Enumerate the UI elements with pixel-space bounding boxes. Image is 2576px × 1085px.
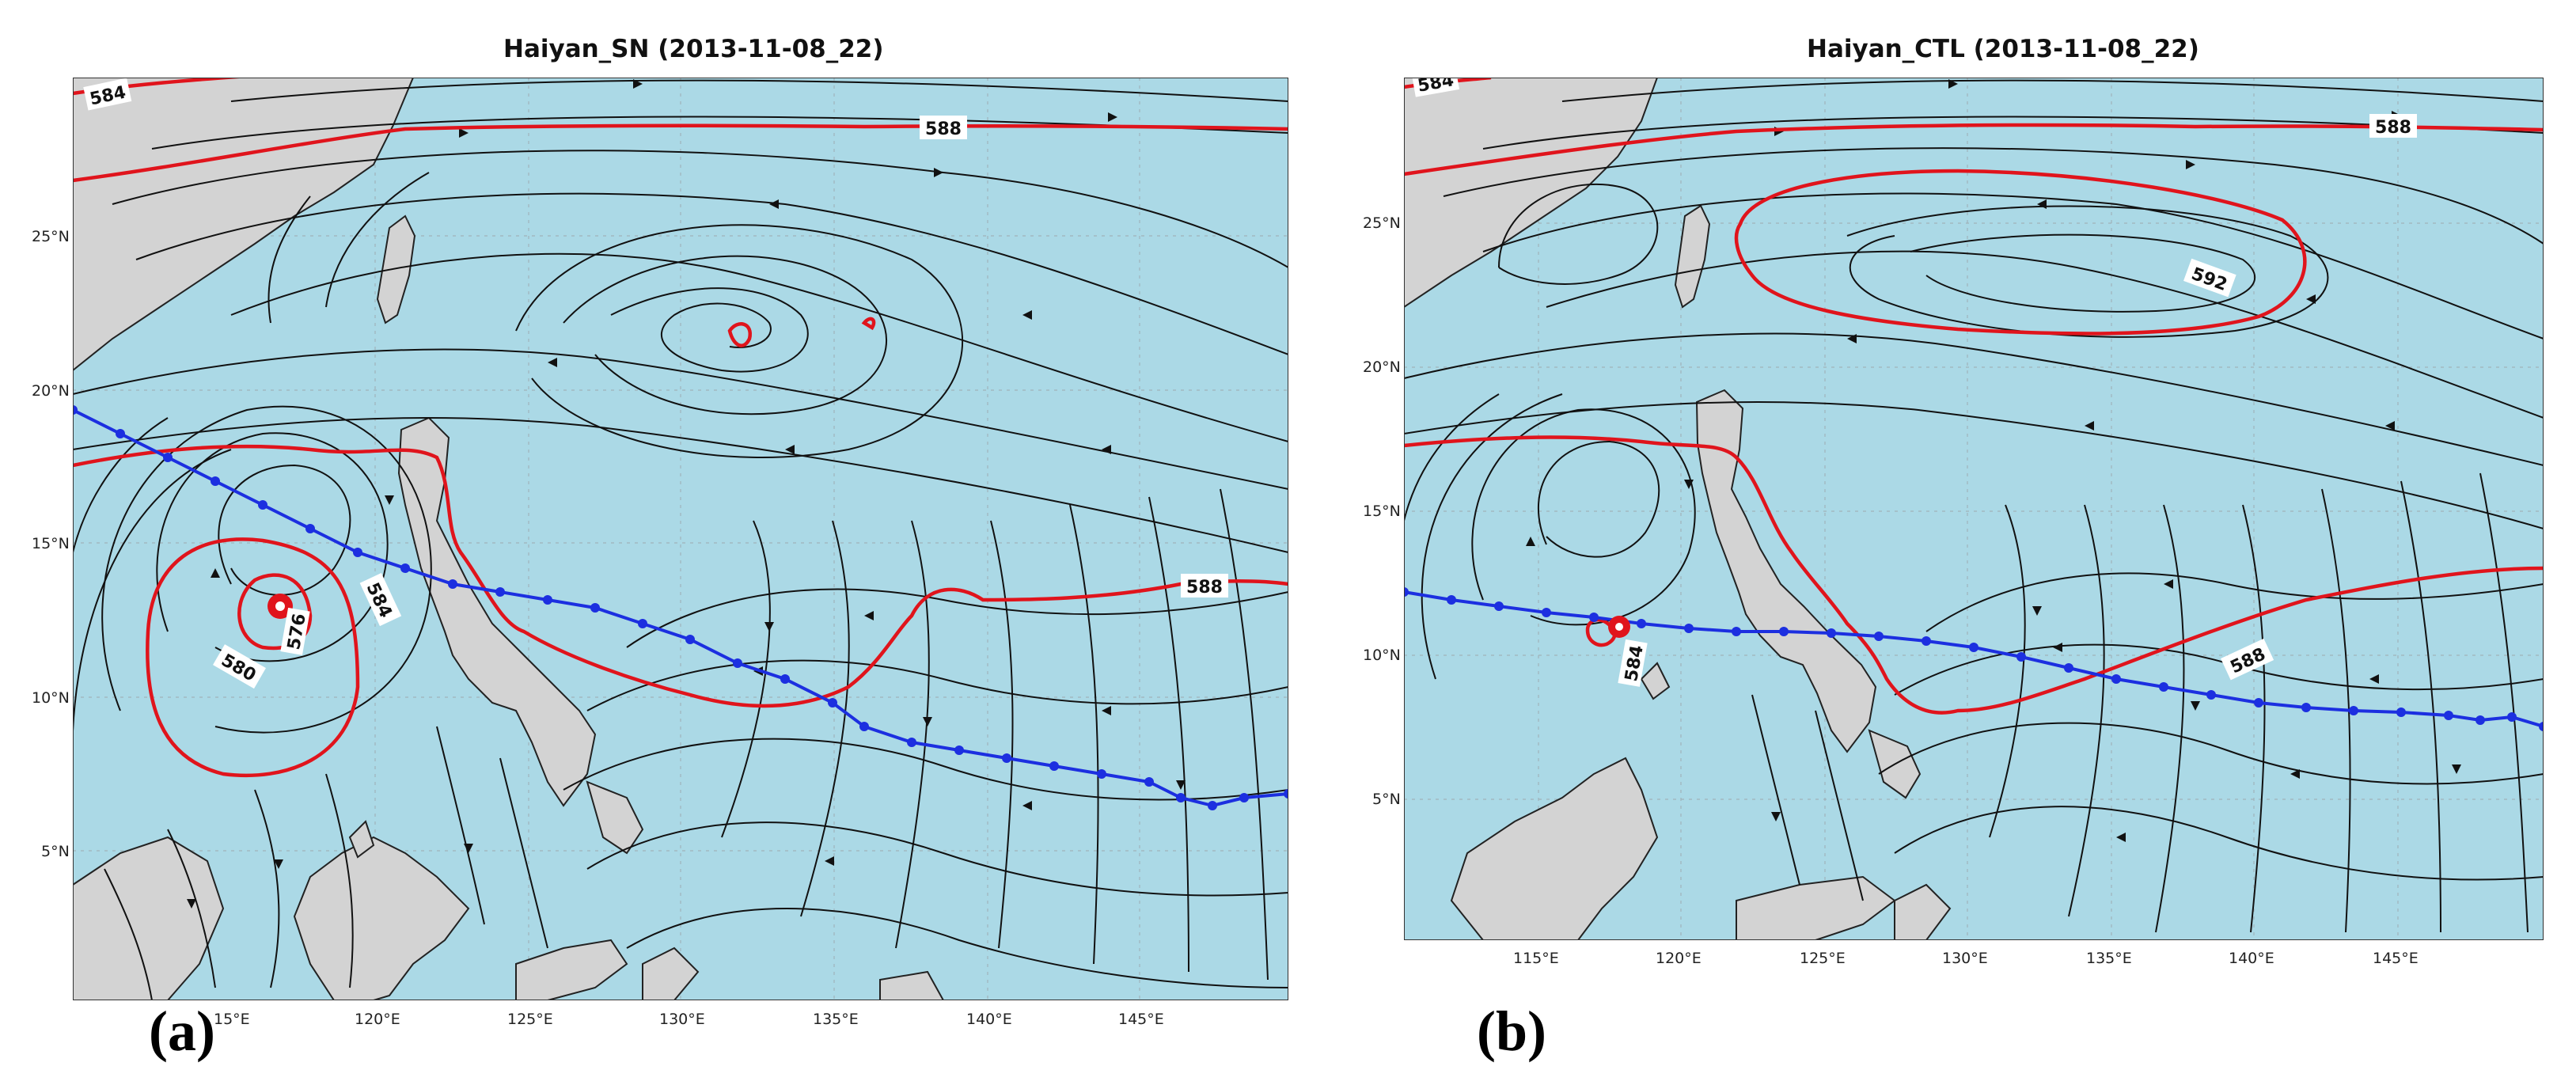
svg-text:584: 584 xyxy=(1416,78,1455,97)
panel-a-lat-tick-15n: 15°N xyxy=(32,535,70,552)
panel-a-lon-tick-115e: 15°E xyxy=(214,1011,250,1028)
graticule xyxy=(1404,78,2544,940)
panel-b-lon-tick-145e: 145°E xyxy=(2373,950,2419,967)
svg-text:588: 588 xyxy=(925,120,962,139)
panel-b-lon-tick-140e: 140°E xyxy=(2229,950,2274,967)
panel-a-lon-tick-125e: 125°E xyxy=(507,1011,553,1028)
panel-a-lat-tick-5n: 5°N xyxy=(41,843,70,860)
panel-b-map: 584 588 592 588 584 xyxy=(1404,78,2544,940)
svg-text:588: 588 xyxy=(2375,118,2411,138)
landmass xyxy=(73,78,945,1000)
panel-b-lon-tick-115e: 115°E xyxy=(1513,950,1559,967)
streamlines xyxy=(73,79,1288,1000)
panel-b-lat-tick-20n: 20°N xyxy=(1363,359,1401,376)
panel-a-lat-tick-20n: 20°N xyxy=(32,382,70,400)
panel-b-label: (b) xyxy=(1477,1000,1546,1063)
panel-b-lon-tick-120e: 120°E xyxy=(1656,950,1702,967)
panel-a-lon-tick-140e: 140°E xyxy=(966,1011,1012,1028)
panel-a-lat-tick-10n: 10°N xyxy=(32,689,70,707)
svg-text:588: 588 xyxy=(1186,578,1223,598)
panel-a-lon-tick-130e: 130°E xyxy=(659,1011,705,1028)
panel-a-lat-tick-25n: 25°N xyxy=(32,228,70,245)
panel-b-lon-tick-125e: 125°E xyxy=(1800,950,1846,967)
contour-label-588-top: 588 xyxy=(2369,114,2417,138)
panel-b-title: Haiyan_CTL (2013-11-08_22) xyxy=(1807,35,2199,63)
panel-a-lon-tick-120e: 120°E xyxy=(355,1011,400,1028)
panel-a-map: 584 588 588 584 576 580 xyxy=(73,78,1288,1000)
contour-labels: 584 588 592 588 584 xyxy=(1411,78,2417,687)
contour-label-584-top: 584 xyxy=(1411,78,1460,97)
panel-b-lon-tick-130e: 130°E xyxy=(1942,950,1988,967)
panel-a-lon-tick-145e: 145°E xyxy=(1118,1011,1164,1028)
stream-arrows xyxy=(187,79,1186,909)
contour-label-584-center: 584 xyxy=(1618,639,1648,687)
panel-b-lat-tick-5n: 5°N xyxy=(1372,791,1401,808)
panel-a-label: (a) xyxy=(149,1000,215,1063)
typhoon-track xyxy=(73,405,1288,810)
streamlines xyxy=(1404,79,2544,933)
stream-arrows xyxy=(1526,79,2461,842)
panel-a-lon-tick-135e: 135°E xyxy=(813,1011,859,1028)
panel-b-lat-tick-10n: 10°N xyxy=(1363,647,1401,664)
panel-a-title: Haiyan_SN (2013-11-08_22) xyxy=(503,35,884,63)
panel-b-lat-tick-15n: 15°N xyxy=(1363,503,1401,520)
panel-b-lat-tick-25n: 25°N xyxy=(1363,214,1401,232)
typhoon-track xyxy=(1404,587,2544,731)
contour-label-588-top: 588 xyxy=(920,116,967,139)
panel-b-lon-tick-135e: 135°E xyxy=(2086,950,2132,967)
contour-label-588-right: 588 xyxy=(1181,574,1228,598)
